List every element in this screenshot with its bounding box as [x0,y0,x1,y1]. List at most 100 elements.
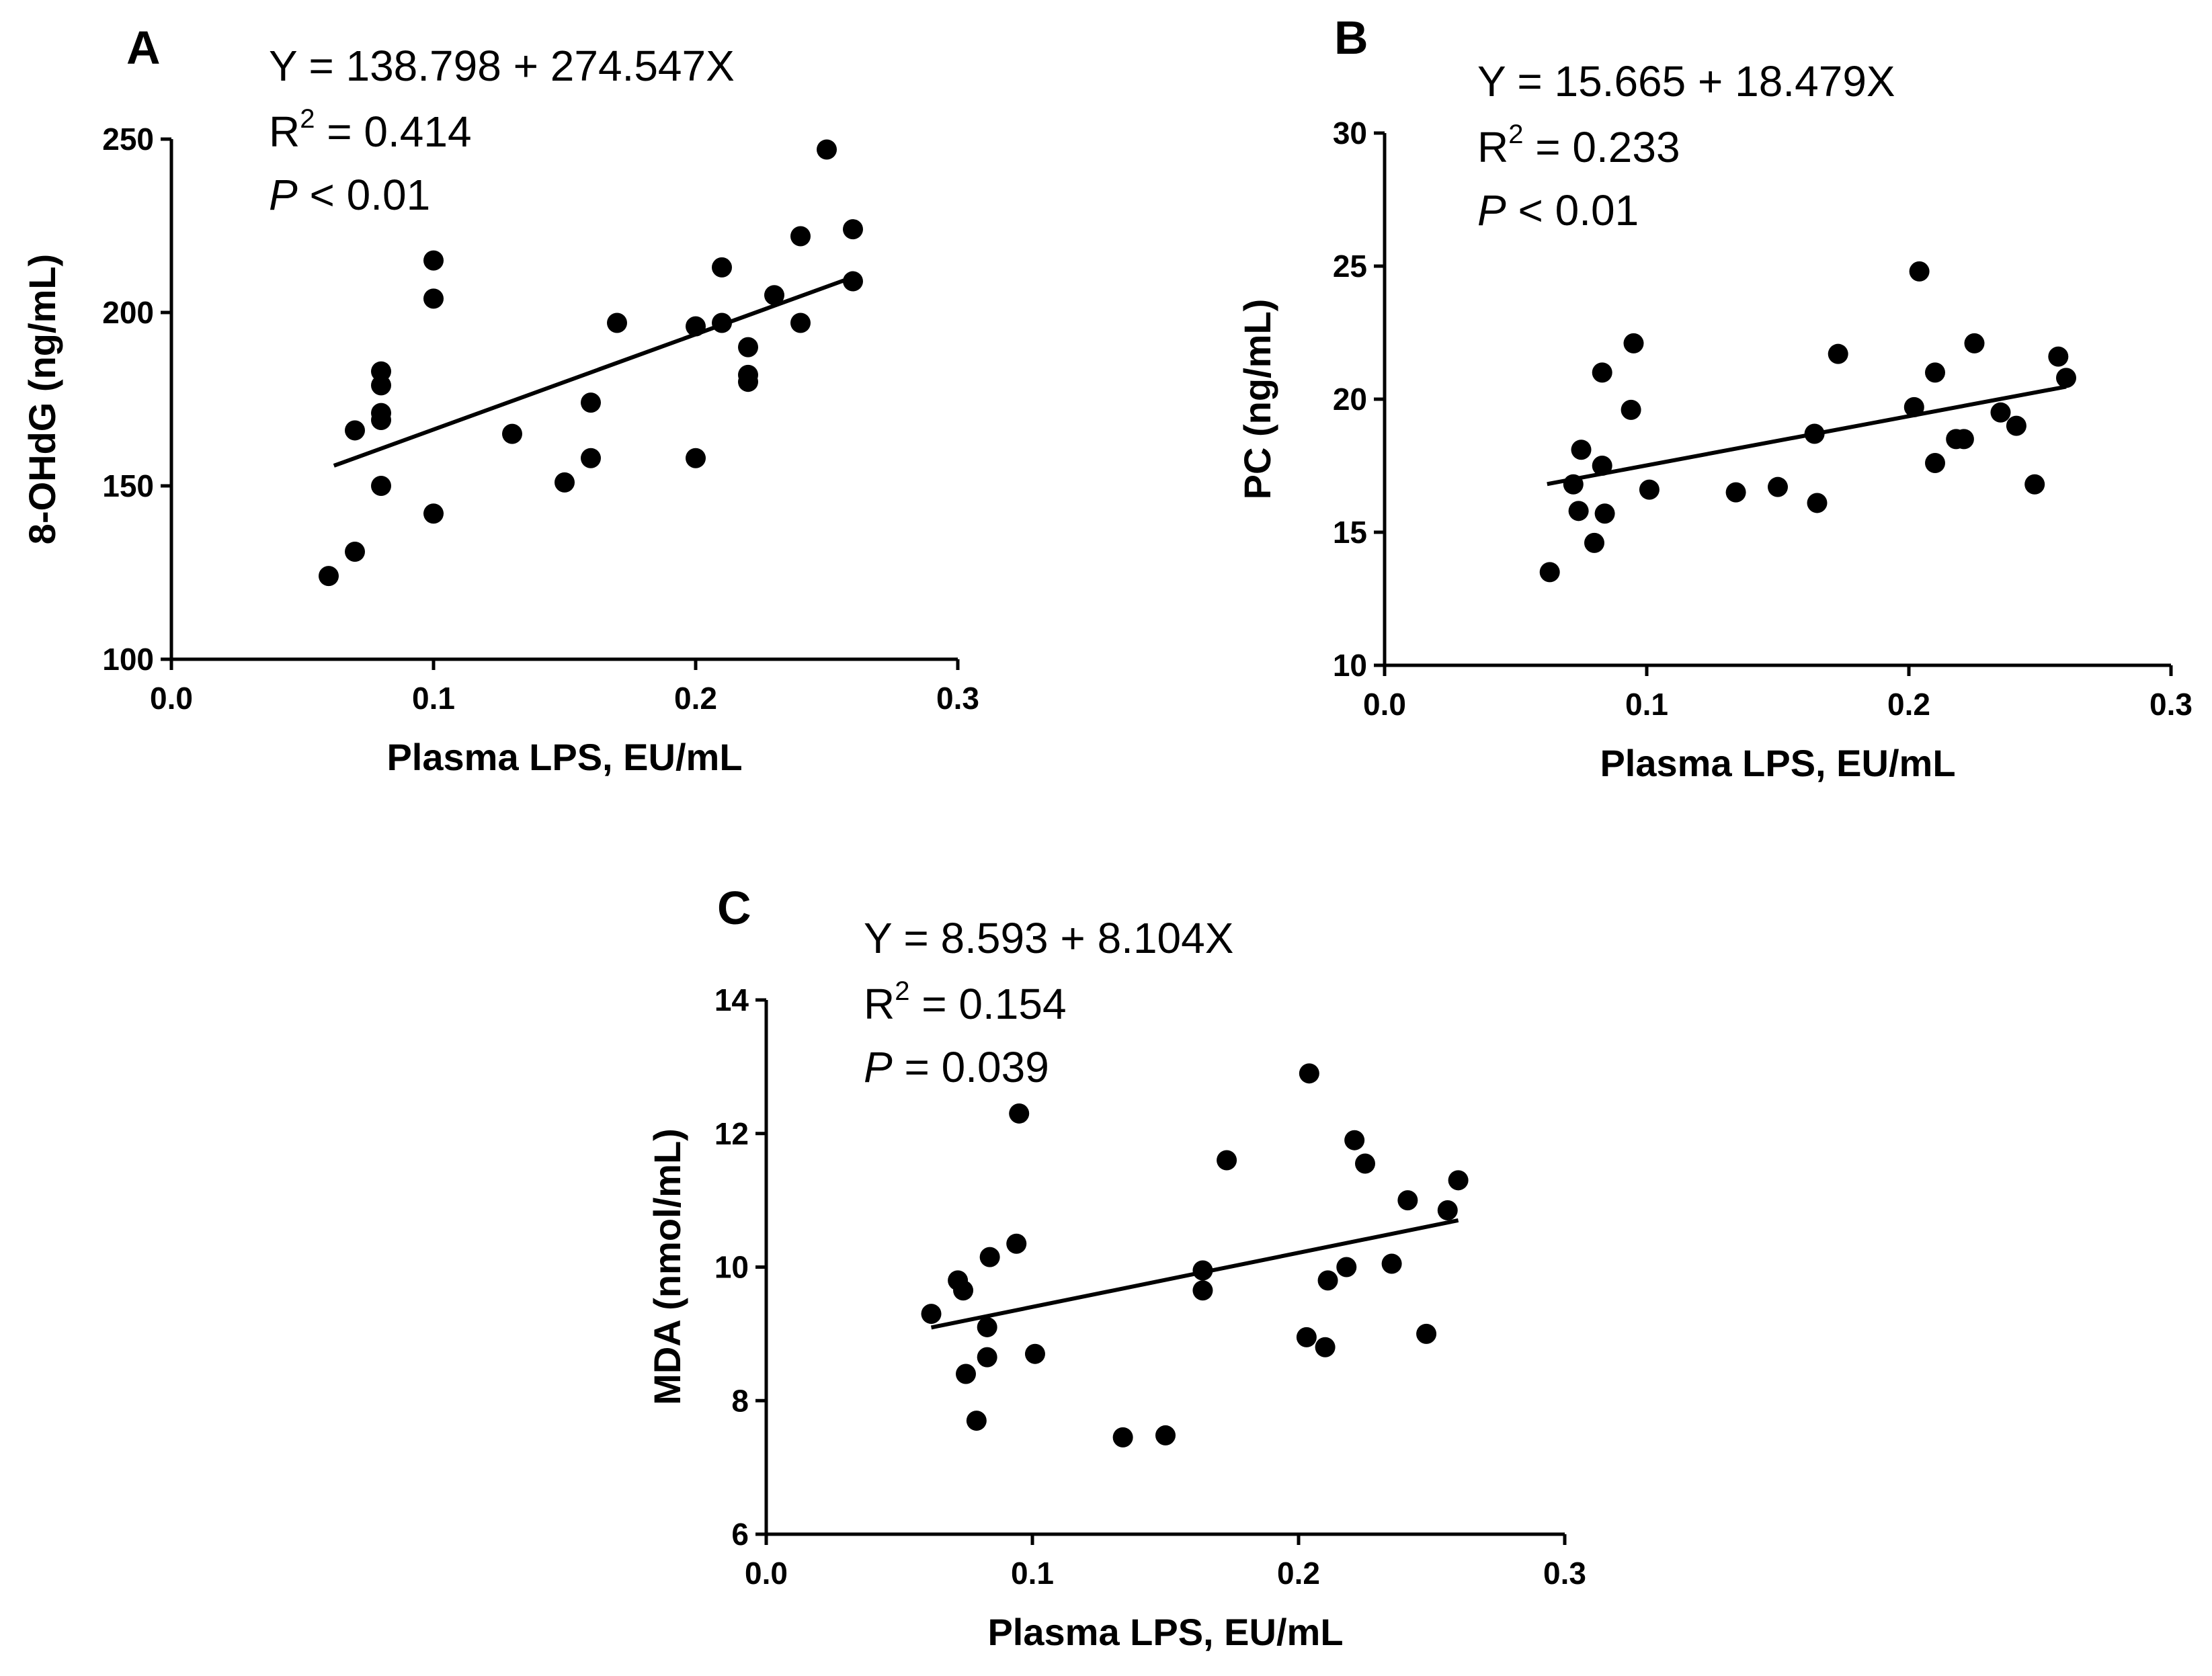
p-value-text: < 0.01 [1506,186,1639,235]
data-point [1315,1337,1336,1357]
data-point [977,1347,997,1368]
data-point [2006,415,2026,436]
data-point [1437,1200,1458,1221]
data-point [1621,399,1641,420]
data-point [502,423,522,444]
r-squared-symbol: R [864,980,895,1028]
data-point [1539,562,1560,583]
data-point [423,503,444,524]
regression-equation: Y = 138.798 + 274.547X [269,42,735,90]
regression-equation: Y = 8.593 + 8.104X [864,914,1233,962]
data-point [1397,1190,1418,1211]
panel-letter: B [1334,11,1368,64]
data-point [2056,368,2076,388]
data-point [843,271,863,292]
data-point [371,403,391,423]
x-tick-label: 0.2 [1887,687,1930,722]
regression-equation: Y = 15.665 + 18.479X [1477,57,1895,106]
data-point [1568,501,1589,521]
data-point [953,1280,974,1301]
r-squared-value: = 0.414 [315,108,471,156]
y-tick-label: 14 [714,982,749,1017]
x-tick-label: 0.1 [1011,1556,1054,1591]
data-point [607,312,627,333]
data-point [1217,1150,1237,1171]
y-tick-label: 30 [1333,116,1367,151]
data-point [1336,1257,1357,1277]
data-point [1828,343,1848,364]
data-point [1964,333,1985,353]
x-tick-label: 0.1 [1625,687,1668,722]
data-point [979,1247,1000,1267]
data-point [817,139,837,160]
x-tick-label: 0.0 [1363,687,1406,722]
x-tick-label: 0.2 [1277,1556,1320,1591]
data-point [1639,479,1660,500]
y-tick-label: 20 [1333,382,1367,417]
data-point [790,226,811,247]
panel-a: A 0.0 0.1 0.2 0.3 100 150 200 250 Plasma LPS, EU/… [21,22,979,778]
p-symbol: P [864,1043,893,1091]
data-point [966,1411,987,1431]
data-point [581,448,601,468]
data-point [712,257,732,278]
data-point [1355,1153,1375,1174]
y-axis-title: PC (ng/mL) [1236,299,1278,500]
regression-line [333,275,854,468]
data-point [1299,1063,1319,1084]
r-squared-value: = 0.154 [909,980,1066,1028]
r-squared: R2 = 0.154 [864,976,1067,1028]
data-point [1584,532,1604,553]
data-point [921,1304,942,1325]
y-tick-label: 25 [1333,249,1367,284]
data-point [1024,1343,1045,1364]
r-squared-superscript: 2 [1508,120,1523,149]
data-point [1112,1427,1133,1448]
data-point [1009,1103,1030,1124]
r-squared-symbol: R [269,108,300,156]
data-point [738,337,758,358]
r-squared-superscript: 2 [895,976,909,1006]
x-tick-label: 0.1 [412,681,455,716]
data-point [1155,1425,1176,1445]
x-tick-label: 0.3 [2149,687,2193,722]
data-point [1592,456,1612,476]
data-point [686,448,706,468]
data-point [977,1316,997,1337]
data-point [1990,402,2011,423]
y-tick-label: 250 [102,122,154,157]
data-point [1416,1323,1437,1344]
data-point [1925,453,1945,474]
data-point [790,312,811,333]
data-point [371,375,391,396]
data-point [1006,1233,1027,1254]
y-tick-label: 10 [1333,648,1367,683]
panel-letter: C [717,882,751,934]
x-tick-label: 0.3 [1543,1556,1586,1591]
data-point [956,1364,976,1384]
r-squared-value: = 0.233 [1523,123,1680,171]
data-point [1344,1130,1365,1150]
data-point [555,472,575,493]
data-point [1804,423,1825,444]
y-axis-title: 8-OHdG (ng/mL) [21,254,63,544]
data-point [319,566,339,587]
x-tick-label: 0.3 [936,681,979,716]
p-symbol: P [1477,186,1506,235]
y-axis-title: MDA (nmol/mL) [646,1128,688,1405]
data-point [1903,396,1924,417]
data-point [1296,1327,1317,1347]
data-point [1807,493,1828,513]
data-point [2024,474,2045,495]
x-tick-label: 0.0 [745,1556,788,1591]
data-point [712,312,732,333]
y-tick-label: 8 [731,1383,749,1418]
x-axis-title: Plasma LPS, EU/mL [1600,742,1955,784]
r-squared-symbol: R [1477,123,1508,171]
data-point [581,392,601,413]
data-point [423,250,444,271]
y-tick-label: 10 [714,1250,749,1285]
x-axis-title: Plasma LPS, EU/mL [386,736,742,778]
data-point [1623,333,1644,353]
data-point [1192,1280,1213,1301]
